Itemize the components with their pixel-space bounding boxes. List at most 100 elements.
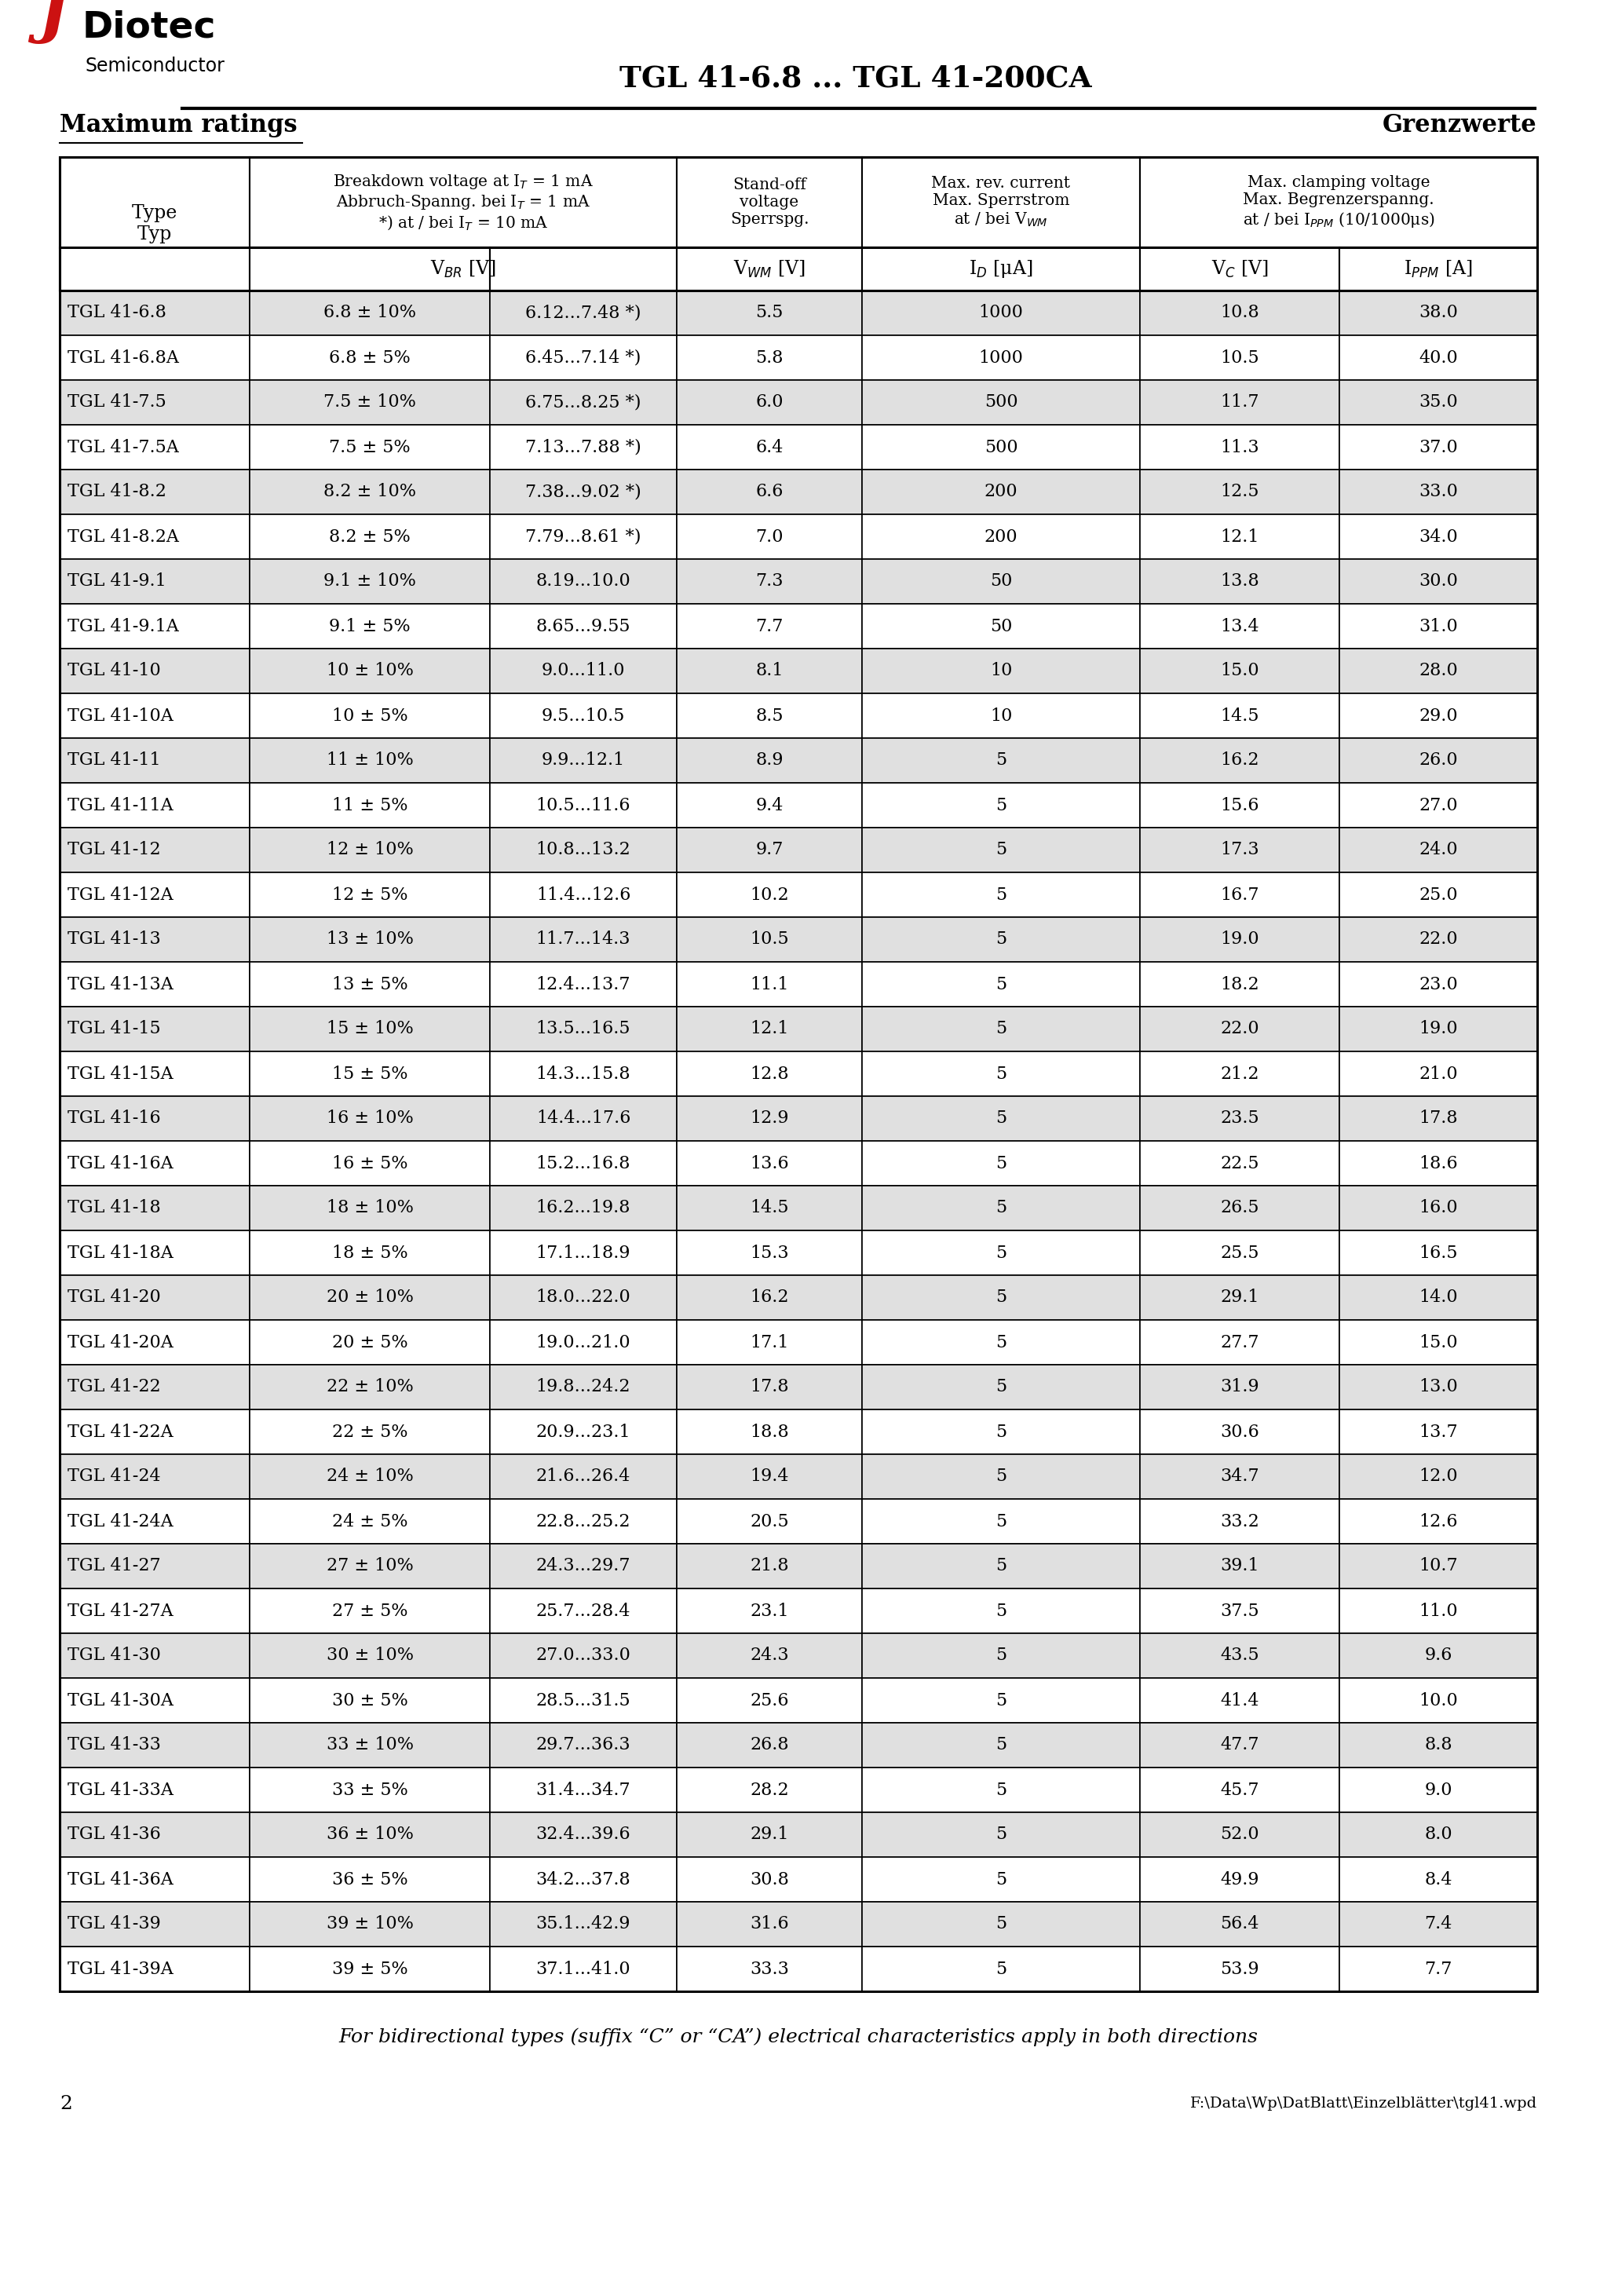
Text: 18.8: 18.8 xyxy=(749,1424,788,1440)
Text: 200: 200 xyxy=(985,528,1017,546)
Bar xyxy=(861,425,1140,471)
Bar xyxy=(60,1901,250,1947)
Bar xyxy=(60,1052,250,1095)
Bar xyxy=(861,1947,1140,1991)
Bar xyxy=(250,1410,490,1453)
Text: 37.5: 37.5 xyxy=(1220,1603,1259,1619)
Bar xyxy=(1340,1947,1538,1991)
Bar xyxy=(490,560,676,604)
Text: 9.5...10.5: 9.5...10.5 xyxy=(542,707,624,723)
Bar xyxy=(250,962,490,1006)
Text: 12.8: 12.8 xyxy=(749,1065,788,1081)
Text: TGL 41-6.8: TGL 41-6.8 xyxy=(68,305,167,321)
Text: 5: 5 xyxy=(996,1288,1007,1306)
Bar xyxy=(490,1678,676,1722)
Text: 5: 5 xyxy=(996,797,1007,813)
Bar xyxy=(60,783,250,827)
Bar xyxy=(60,962,250,1006)
Text: 15 ± 10%: 15 ± 10% xyxy=(326,1019,414,1038)
Text: 5: 5 xyxy=(996,1603,1007,1619)
Text: 11.1: 11.1 xyxy=(749,976,788,992)
Text: 28.2: 28.2 xyxy=(749,1782,788,1798)
Text: 30 ± 10%: 30 ± 10% xyxy=(326,1646,414,1665)
Text: 12.4...13.7: 12.4...13.7 xyxy=(535,976,631,992)
Bar xyxy=(1340,1543,1538,1589)
Text: 6.0: 6.0 xyxy=(756,395,783,411)
Bar xyxy=(250,425,490,471)
Bar xyxy=(861,1052,1140,1095)
Bar xyxy=(1140,1095,1340,1141)
Bar xyxy=(490,1857,676,1901)
Text: TGL 41-10: TGL 41-10 xyxy=(68,661,161,680)
Text: 9.1 ± 5%: 9.1 ± 5% xyxy=(329,618,410,636)
Text: TGL 41-20: TGL 41-20 xyxy=(68,1288,161,1306)
Text: 5: 5 xyxy=(996,1019,1007,1038)
Bar xyxy=(250,1947,490,1991)
Bar xyxy=(1140,1274,1340,1320)
Bar xyxy=(1340,248,1538,292)
Text: 6.8 ± 5%: 6.8 ± 5% xyxy=(329,349,410,367)
Text: TGL 41-13: TGL 41-13 xyxy=(68,930,161,948)
Text: 27.7: 27.7 xyxy=(1220,1334,1259,1350)
Text: 5: 5 xyxy=(996,976,1007,992)
Bar xyxy=(676,1901,861,1947)
Text: Type
Typ: Type Typ xyxy=(131,204,177,243)
Text: 8.9: 8.9 xyxy=(756,751,783,769)
Bar xyxy=(1340,471,1538,514)
Text: 7.0: 7.0 xyxy=(756,528,783,546)
Bar xyxy=(60,647,250,693)
Text: 7.3: 7.3 xyxy=(756,572,783,590)
Bar xyxy=(1340,1231,1538,1274)
Bar xyxy=(490,1141,676,1185)
Bar xyxy=(250,1678,490,1722)
Text: 8.1: 8.1 xyxy=(756,661,783,680)
Bar xyxy=(490,1274,676,1320)
Bar xyxy=(1340,560,1538,604)
Bar xyxy=(60,1364,250,1410)
Bar xyxy=(861,1141,1140,1185)
Text: 47.7: 47.7 xyxy=(1220,1736,1259,1754)
Text: 9.0: 9.0 xyxy=(1424,1782,1452,1798)
Text: 53.9: 53.9 xyxy=(1220,1961,1259,1977)
Bar xyxy=(60,1857,250,1901)
Bar xyxy=(490,1410,676,1453)
Bar xyxy=(490,1095,676,1141)
Bar xyxy=(60,1141,250,1185)
Text: 6.75...8.25 *): 6.75...8.25 *) xyxy=(526,395,641,411)
Bar xyxy=(676,827,861,872)
Bar xyxy=(1140,1722,1340,1768)
Text: 6.45...7.14 *): 6.45...7.14 *) xyxy=(526,349,641,367)
Text: 50: 50 xyxy=(989,572,1012,590)
Text: 10 ± 10%: 10 ± 10% xyxy=(326,661,414,680)
Bar xyxy=(490,1231,676,1274)
Text: 11.7: 11.7 xyxy=(1220,395,1259,411)
Text: 14.0: 14.0 xyxy=(1419,1288,1458,1306)
Bar xyxy=(250,248,490,292)
Text: 21.8: 21.8 xyxy=(749,1557,788,1575)
Text: TGL 41-30: TGL 41-30 xyxy=(68,1646,161,1665)
Bar xyxy=(861,1768,1140,1812)
Bar xyxy=(676,737,861,783)
Bar xyxy=(60,1812,250,1857)
Bar xyxy=(490,916,676,962)
Bar xyxy=(676,425,861,471)
Bar xyxy=(861,560,1140,604)
Text: 5: 5 xyxy=(996,1065,1007,1081)
Bar xyxy=(676,560,861,604)
Bar xyxy=(490,471,676,514)
Bar xyxy=(1140,248,1340,292)
Text: 35.1...42.9: 35.1...42.9 xyxy=(535,1915,631,1933)
Bar xyxy=(1140,1857,1340,1901)
Text: 18 ± 5%: 18 ± 5% xyxy=(333,1244,407,1261)
Text: 15.6: 15.6 xyxy=(1220,797,1259,813)
Text: Diotec: Diotec xyxy=(83,9,216,46)
Bar xyxy=(1140,156,1538,248)
Bar xyxy=(490,1901,676,1947)
Bar xyxy=(676,156,861,248)
Bar xyxy=(1140,1141,1340,1185)
Text: V$_C$ [V]: V$_C$ [V] xyxy=(1212,259,1268,280)
Text: 10.7: 10.7 xyxy=(1419,1557,1458,1575)
Bar xyxy=(60,1095,250,1141)
Text: 28.5...31.5: 28.5...31.5 xyxy=(535,1692,631,1708)
Bar xyxy=(676,916,861,962)
